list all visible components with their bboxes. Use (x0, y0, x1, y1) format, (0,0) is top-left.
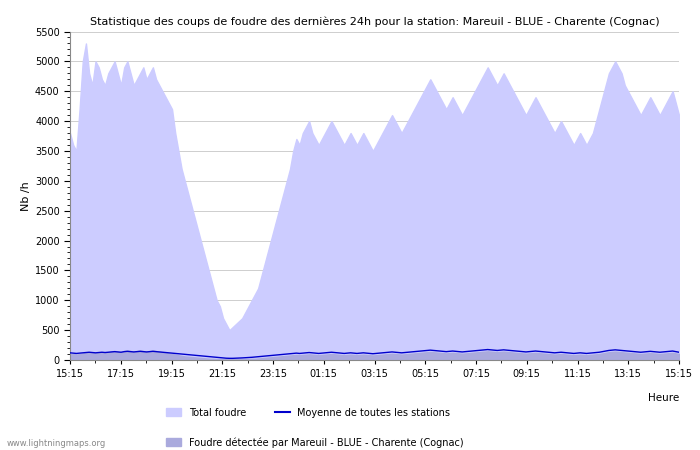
Y-axis label: Nb /h: Nb /h (21, 181, 31, 211)
Text: Heure: Heure (648, 393, 679, 403)
Legend: Foudre détectée par Mareuil - BLUE - Charente (Cognac): Foudre détectée par Mareuil - BLUE - Cha… (166, 437, 463, 448)
Text: www.lightningmaps.org: www.lightningmaps.org (7, 439, 106, 448)
Title: Statistique des coups de foudre des dernières 24h pour la station: Mareuil - BLU: Statistique des coups de foudre des dern… (90, 16, 659, 27)
